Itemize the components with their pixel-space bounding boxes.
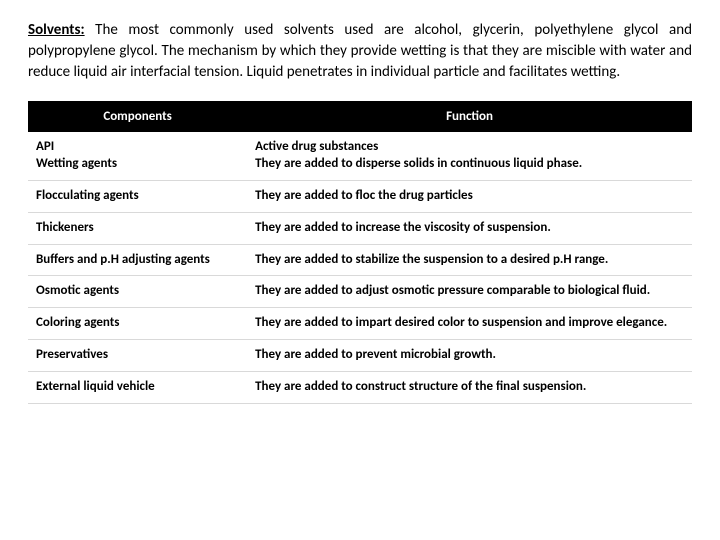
table-row: Flocculating agentsThey are added to flo…	[28, 180, 692, 212]
cell-component: External liquid vehicle	[28, 372, 247, 404]
cell-component: Buffers and p.H adjusting agents	[28, 244, 247, 276]
cell-component: Coloring agents	[28, 308, 247, 340]
header-function: Function	[247, 101, 692, 132]
intro-label: Solvents:	[28, 21, 85, 39]
cell-function: They are added to stabilize the suspensi…	[247, 244, 692, 276]
cell-component: Osmotic agents	[28, 276, 247, 308]
table-body: API Wetting agentsActive drug substances…	[28, 132, 692, 404]
header-components: Components	[28, 101, 247, 132]
cell-function: Active drug substances They are added to…	[247, 132, 692, 180]
cell-function: They are added to prevent microbial grow…	[247, 340, 692, 372]
table-row: Buffers and p.H adjusting agentsThey are…	[28, 244, 692, 276]
cell-function: They are added to floc the drug particle…	[247, 180, 692, 212]
cell-component: Flocculating agents	[28, 180, 247, 212]
cell-function: They are added to adjust osmotic pressur…	[247, 276, 692, 308]
cell-component: API Wetting agents	[28, 132, 247, 180]
cell-component: Thickeners	[28, 212, 247, 244]
table-row: API Wetting agentsActive drug substances…	[28, 132, 692, 180]
table-row: ThickenersThey are added to increase the…	[28, 212, 692, 244]
table-row: Coloring agentsThey are added to impart …	[28, 308, 692, 340]
components-table: Components Function API Wetting agentsAc…	[28, 101, 692, 404]
table-row: PreservativesThey are added to prevent m…	[28, 340, 692, 372]
intro-paragraph: Solvents: The most commonly used solvent…	[28, 20, 692, 83]
cell-component: Preservatives	[28, 340, 247, 372]
table-row: Osmotic agentsThey are added to adjust o…	[28, 276, 692, 308]
cell-function: They are added to increase the viscosity…	[247, 212, 692, 244]
table-row: External liquid vehicleThey are added to…	[28, 372, 692, 404]
intro-text: The most commonly used solvents used are…	[28, 21, 692, 81]
cell-function: They are added to impart desired color t…	[247, 308, 692, 340]
cell-function: They are added to construct structure of…	[247, 372, 692, 404]
